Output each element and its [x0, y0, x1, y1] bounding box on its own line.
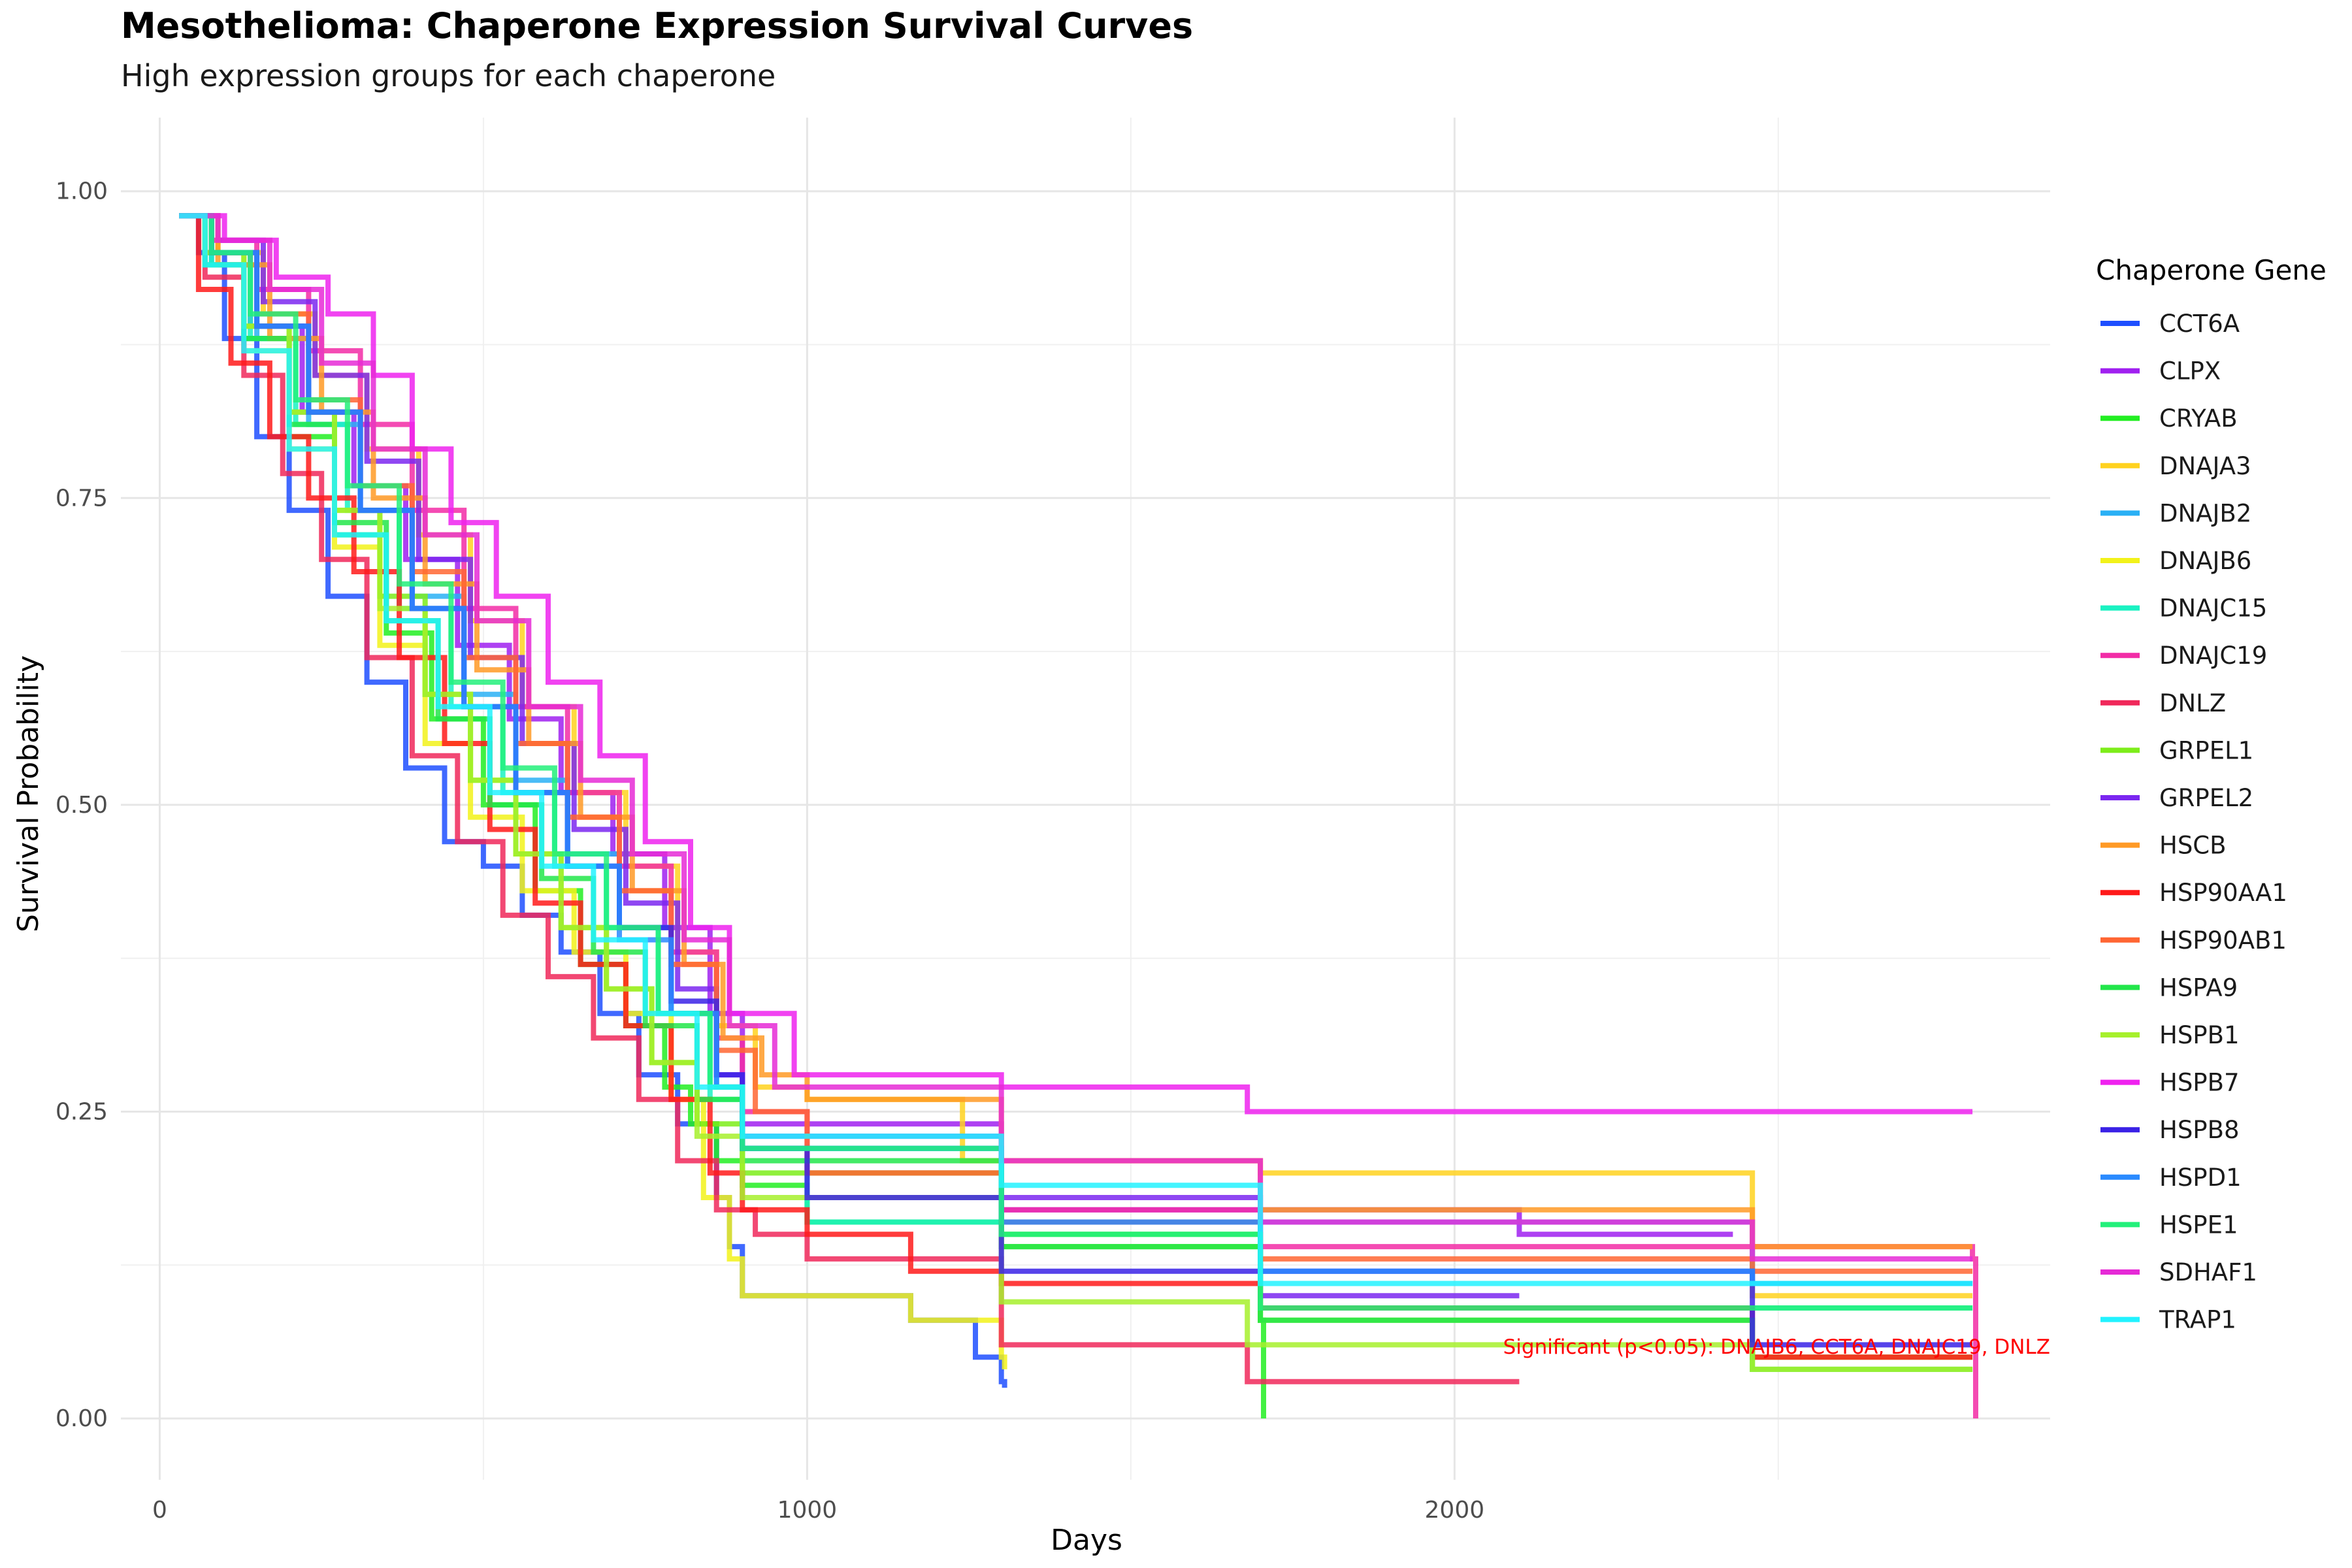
- legend-items: CCT6A CLPX CRYAB DNAJA3 DNAJB2 DNAJB6 DNAJC15 D…: [2100, 310, 2287, 1334]
- legend-label-dnaja3: DNAJA3: [2159, 452, 2251, 480]
- x-tick-label: 1000: [777, 1497, 838, 1524]
- significance-annotation: Significant (p<0.05): DNAJB6, CCT6A, DNA…: [1503, 1335, 2050, 1359]
- x-tick-label: 2000: [1425, 1497, 1485, 1524]
- legend-label-cct6a: CCT6A: [2159, 310, 2240, 338]
- y-tick-label: 0.50: [56, 792, 108, 819]
- legend-label-dnajb2: DNAJB2: [2159, 499, 2251, 527]
- survival-curves: [179, 213, 1978, 1419]
- legend-label-hspa9: HSPA9: [2159, 973, 2238, 1002]
- y-tick-label: 1.00: [56, 178, 108, 205]
- x-axis-title: Days: [1051, 1524, 1122, 1557]
- legend-label-cryab: CRYAB: [2159, 404, 2238, 433]
- legend-label-dnajb6: DNAJB6: [2159, 547, 2251, 575]
- legend-label-grpel1: GRPEL1: [2159, 736, 2253, 764]
- legend-label-hspd1: HSPD1: [2159, 1164, 2242, 1192]
- legend-label-trap1: TRAP1: [2159, 1306, 2236, 1334]
- legend-label-hsp90ab1: HSP90AB1: [2159, 926, 2287, 955]
- legend-label-dnajc15: DNAJC15: [2159, 595, 2267, 623]
- y-tick-label: 0.00: [56, 1405, 108, 1432]
- legend-label-hsp90aa1: HSP90AA1: [2159, 879, 2287, 907]
- legend-label-clpx: CLPX: [2159, 357, 2221, 385]
- axis-ticks: 0 1000 2000 0.00 0.25 0.50 0.75 1.00: [56, 178, 1484, 1524]
- legend-label-dnajc19: DNAJC19: [2159, 642, 2267, 670]
- chart-title: Mesothelioma: Chaperone Expression Survi…: [121, 5, 1193, 46]
- series-line-hspb7: [179, 213, 1973, 1115]
- legend-label-hspb7: HSPB7: [2159, 1069, 2240, 1097]
- legend-label-sdhaf1: SDHAF1: [2159, 1258, 2257, 1286]
- legend-label-hspe1: HSPE1: [2159, 1211, 2238, 1239]
- series-line-dnlz: [179, 213, 1520, 1384]
- legend: Chaperone Gene CCT6A CLPX CRYAB DNAJA3 DNAJB…: [2096, 254, 2327, 1334]
- legend-label-dnlz: DNLZ: [2159, 689, 2226, 717]
- y-tick-label: 0.25: [56, 1098, 108, 1125]
- series-line-trap1: [179, 213, 1973, 1286]
- chart-subtitle: High expression groups for each chaperon…: [121, 58, 776, 93]
- y-tick-label: 0.75: [56, 485, 108, 512]
- y-axis-title: Survival Probability: [12, 655, 45, 932]
- legend-label-grpel2: GRPEL2: [2159, 784, 2253, 812]
- x-tick-label: 0: [152, 1497, 167, 1524]
- legend-title: Chaperone Gene: [2096, 254, 2327, 286]
- legend-label-hspb1: HSPB1: [2159, 1021, 2240, 1049]
- grid-lines: [121, 118, 2050, 1480]
- legend-label-hspb8: HSPB8: [2159, 1116, 2240, 1144]
- legend-label-hscb: HSCB: [2159, 832, 2227, 860]
